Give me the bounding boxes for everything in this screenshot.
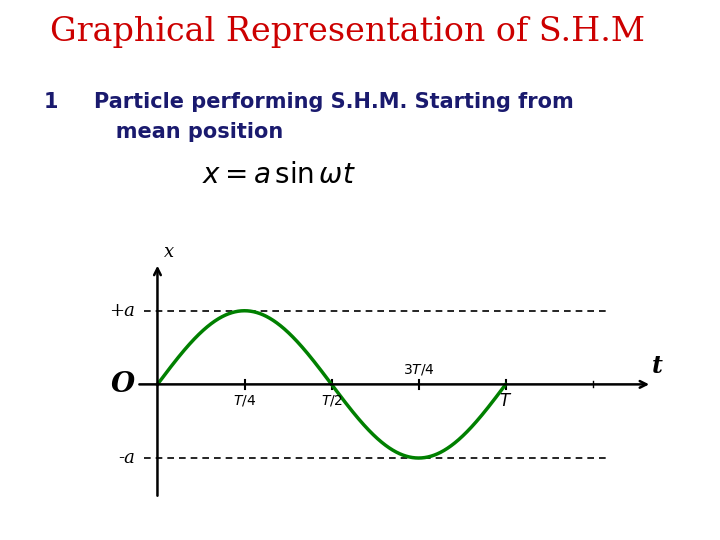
Text: Graphical Representation of S.H.M: Graphical Representation of S.H.M <box>50 16 646 48</box>
Text: $T/4$: $T/4$ <box>233 393 256 408</box>
Text: $3T/4$: $3T/4$ <box>402 362 435 377</box>
Text: +a: +a <box>109 302 135 320</box>
Text: t: t <box>652 354 662 379</box>
Text: $x = a\,\mathrm{sin}\,\omega t$: $x = a\,\mathrm{sin}\,\omega t$ <box>202 162 356 189</box>
Text: mean position: mean position <box>94 122 283 141</box>
Text: Particle performing S.H.M. Starting from: Particle performing S.H.M. Starting from <box>94 92 573 112</box>
Text: 1: 1 <box>43 92 58 112</box>
Text: $T$: $T$ <box>499 393 513 410</box>
Text: -a: -a <box>118 449 135 467</box>
Text: x: x <box>164 244 174 261</box>
Text: $T/2$: $T/2$ <box>320 393 343 408</box>
Text: O: O <box>111 371 135 398</box>
